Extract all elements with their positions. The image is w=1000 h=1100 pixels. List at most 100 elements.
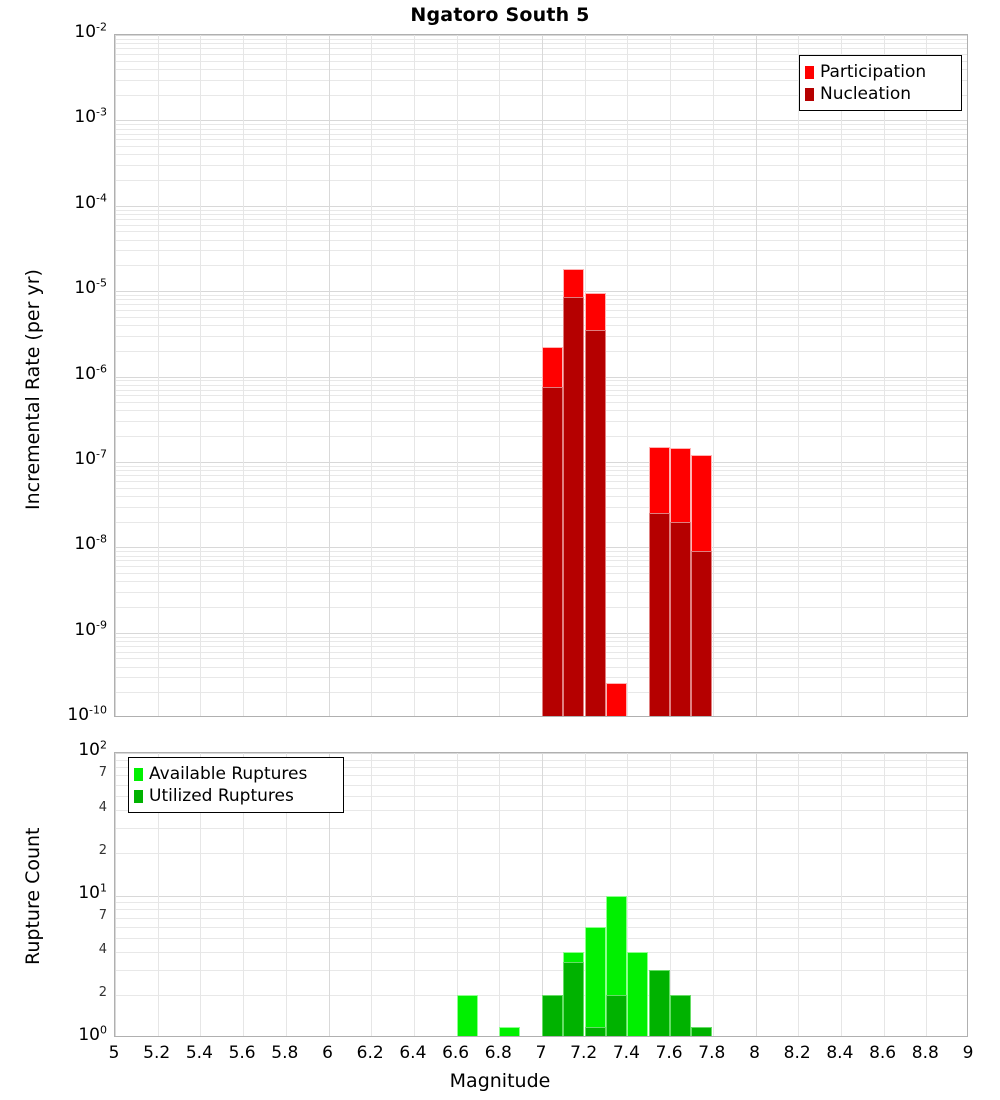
gridline-vertical xyxy=(670,35,671,716)
bar-available xyxy=(585,927,606,1036)
x-tick-label: 5 xyxy=(108,1043,120,1063)
y-tick-label: 10-6 xyxy=(74,361,107,384)
gridline-vertical xyxy=(200,753,201,1036)
legend-swatch-icon xyxy=(805,65,814,79)
gridline xyxy=(115,39,967,40)
gridline xyxy=(115,470,967,471)
top-legend: Participation Nucleation xyxy=(799,55,962,111)
gridline xyxy=(115,325,967,326)
bar-available xyxy=(499,1027,520,1036)
gridline xyxy=(115,896,967,897)
gridline xyxy=(115,402,967,403)
gridline-vertical xyxy=(627,35,628,716)
gridline-vertical xyxy=(371,753,372,1036)
gridline xyxy=(115,475,967,476)
y-tick-label: 10-4 xyxy=(74,191,107,213)
gridline-vertical xyxy=(115,35,116,716)
top-y-axis-title: Incremental Rate (per yr) xyxy=(22,269,44,510)
gridline-vertical xyxy=(926,35,927,716)
gridline xyxy=(115,667,967,668)
gridline xyxy=(115,560,967,561)
gridline-vertical xyxy=(286,753,287,1036)
gridline xyxy=(115,310,967,311)
x-tick-label: 6.2 xyxy=(356,1043,384,1063)
gridline xyxy=(115,551,967,552)
gridline xyxy=(115,637,967,638)
gridline xyxy=(115,652,967,653)
gridline-vertical xyxy=(414,753,415,1036)
bar-nucleation xyxy=(542,387,563,716)
gridline-vertical xyxy=(542,753,543,1036)
gridline xyxy=(115,265,967,266)
y-tick-label: 4 xyxy=(98,799,107,815)
gridline xyxy=(115,80,967,81)
legend-swatch-icon xyxy=(805,87,814,101)
bar-nucleation xyxy=(563,297,584,716)
gridline xyxy=(115,120,967,121)
y-tick-label: 102 xyxy=(78,738,107,760)
bar-available xyxy=(627,952,648,1036)
gridline xyxy=(115,134,967,135)
bar-utilized xyxy=(542,995,563,1036)
bar-utilized xyxy=(670,995,691,1036)
gridline xyxy=(115,481,967,482)
y-tick-label: 10-8 xyxy=(74,532,107,555)
gridline xyxy=(115,380,967,381)
gridline xyxy=(115,581,967,582)
gridline xyxy=(115,767,967,768)
gridline xyxy=(115,556,967,557)
legend-label: Utilized Ruptures xyxy=(149,785,294,806)
y-tick-label: 2 xyxy=(98,842,107,858)
legend-item: Participation xyxy=(805,61,954,83)
legend-item: Available Ruptures xyxy=(134,763,336,785)
gridline-vertical xyxy=(585,753,586,1036)
x-tick-label: 7.8 xyxy=(698,1043,726,1063)
gridline xyxy=(115,909,967,910)
gridline xyxy=(115,385,967,386)
legend-label: Available Ruptures xyxy=(149,763,308,784)
gridline xyxy=(115,573,967,574)
gridline-vertical xyxy=(798,753,799,1036)
gridline xyxy=(115,646,967,647)
y-tick-label: 7 xyxy=(98,765,107,781)
y-tick-label: 10-7 xyxy=(74,447,107,469)
bar-utilized xyxy=(691,1027,712,1036)
gridline xyxy=(115,390,967,391)
legend-label: Nucleation xyxy=(820,83,912,104)
y-tick-label: 100 xyxy=(78,1023,107,1045)
bar-participation xyxy=(606,683,627,716)
gridline xyxy=(115,927,967,928)
gridline xyxy=(115,351,967,352)
gridline xyxy=(115,206,967,207)
x-tick-label: 6 xyxy=(322,1043,333,1063)
bar-nucleation xyxy=(691,551,712,716)
legend-item: Utilized Ruptures xyxy=(134,785,336,807)
bar-nucleation xyxy=(585,330,606,716)
gridline xyxy=(115,938,967,939)
gridline xyxy=(115,775,967,776)
gridline xyxy=(115,436,967,437)
gridline xyxy=(115,214,967,215)
bar-nucleation xyxy=(670,522,691,716)
y-tick-label: 10-9 xyxy=(74,617,107,640)
gridline xyxy=(115,165,967,166)
gridline xyxy=(115,753,967,754)
y-tick-label: 10-5 xyxy=(74,276,107,299)
gridline xyxy=(115,299,967,300)
gridline xyxy=(115,607,967,608)
gridline xyxy=(115,61,967,62)
x-tick-label: 8.8 xyxy=(911,1043,939,1063)
gridline xyxy=(115,146,967,147)
x-tick-label: 7.4 xyxy=(612,1043,640,1063)
x-tick-label: 5.4 xyxy=(185,1043,213,1063)
y-tick-label: 2 xyxy=(98,985,107,1001)
gridline-vertical xyxy=(457,753,458,1036)
x-tick-label: 5.8 xyxy=(271,1043,299,1063)
y-tick-label: 101 xyxy=(78,880,107,903)
gridline xyxy=(115,304,967,305)
gridline xyxy=(115,507,967,508)
gridline xyxy=(115,692,967,693)
x-axis-title: Magnitude xyxy=(449,1070,551,1092)
gridline-vertical xyxy=(414,35,415,716)
bar-available xyxy=(457,995,478,1036)
